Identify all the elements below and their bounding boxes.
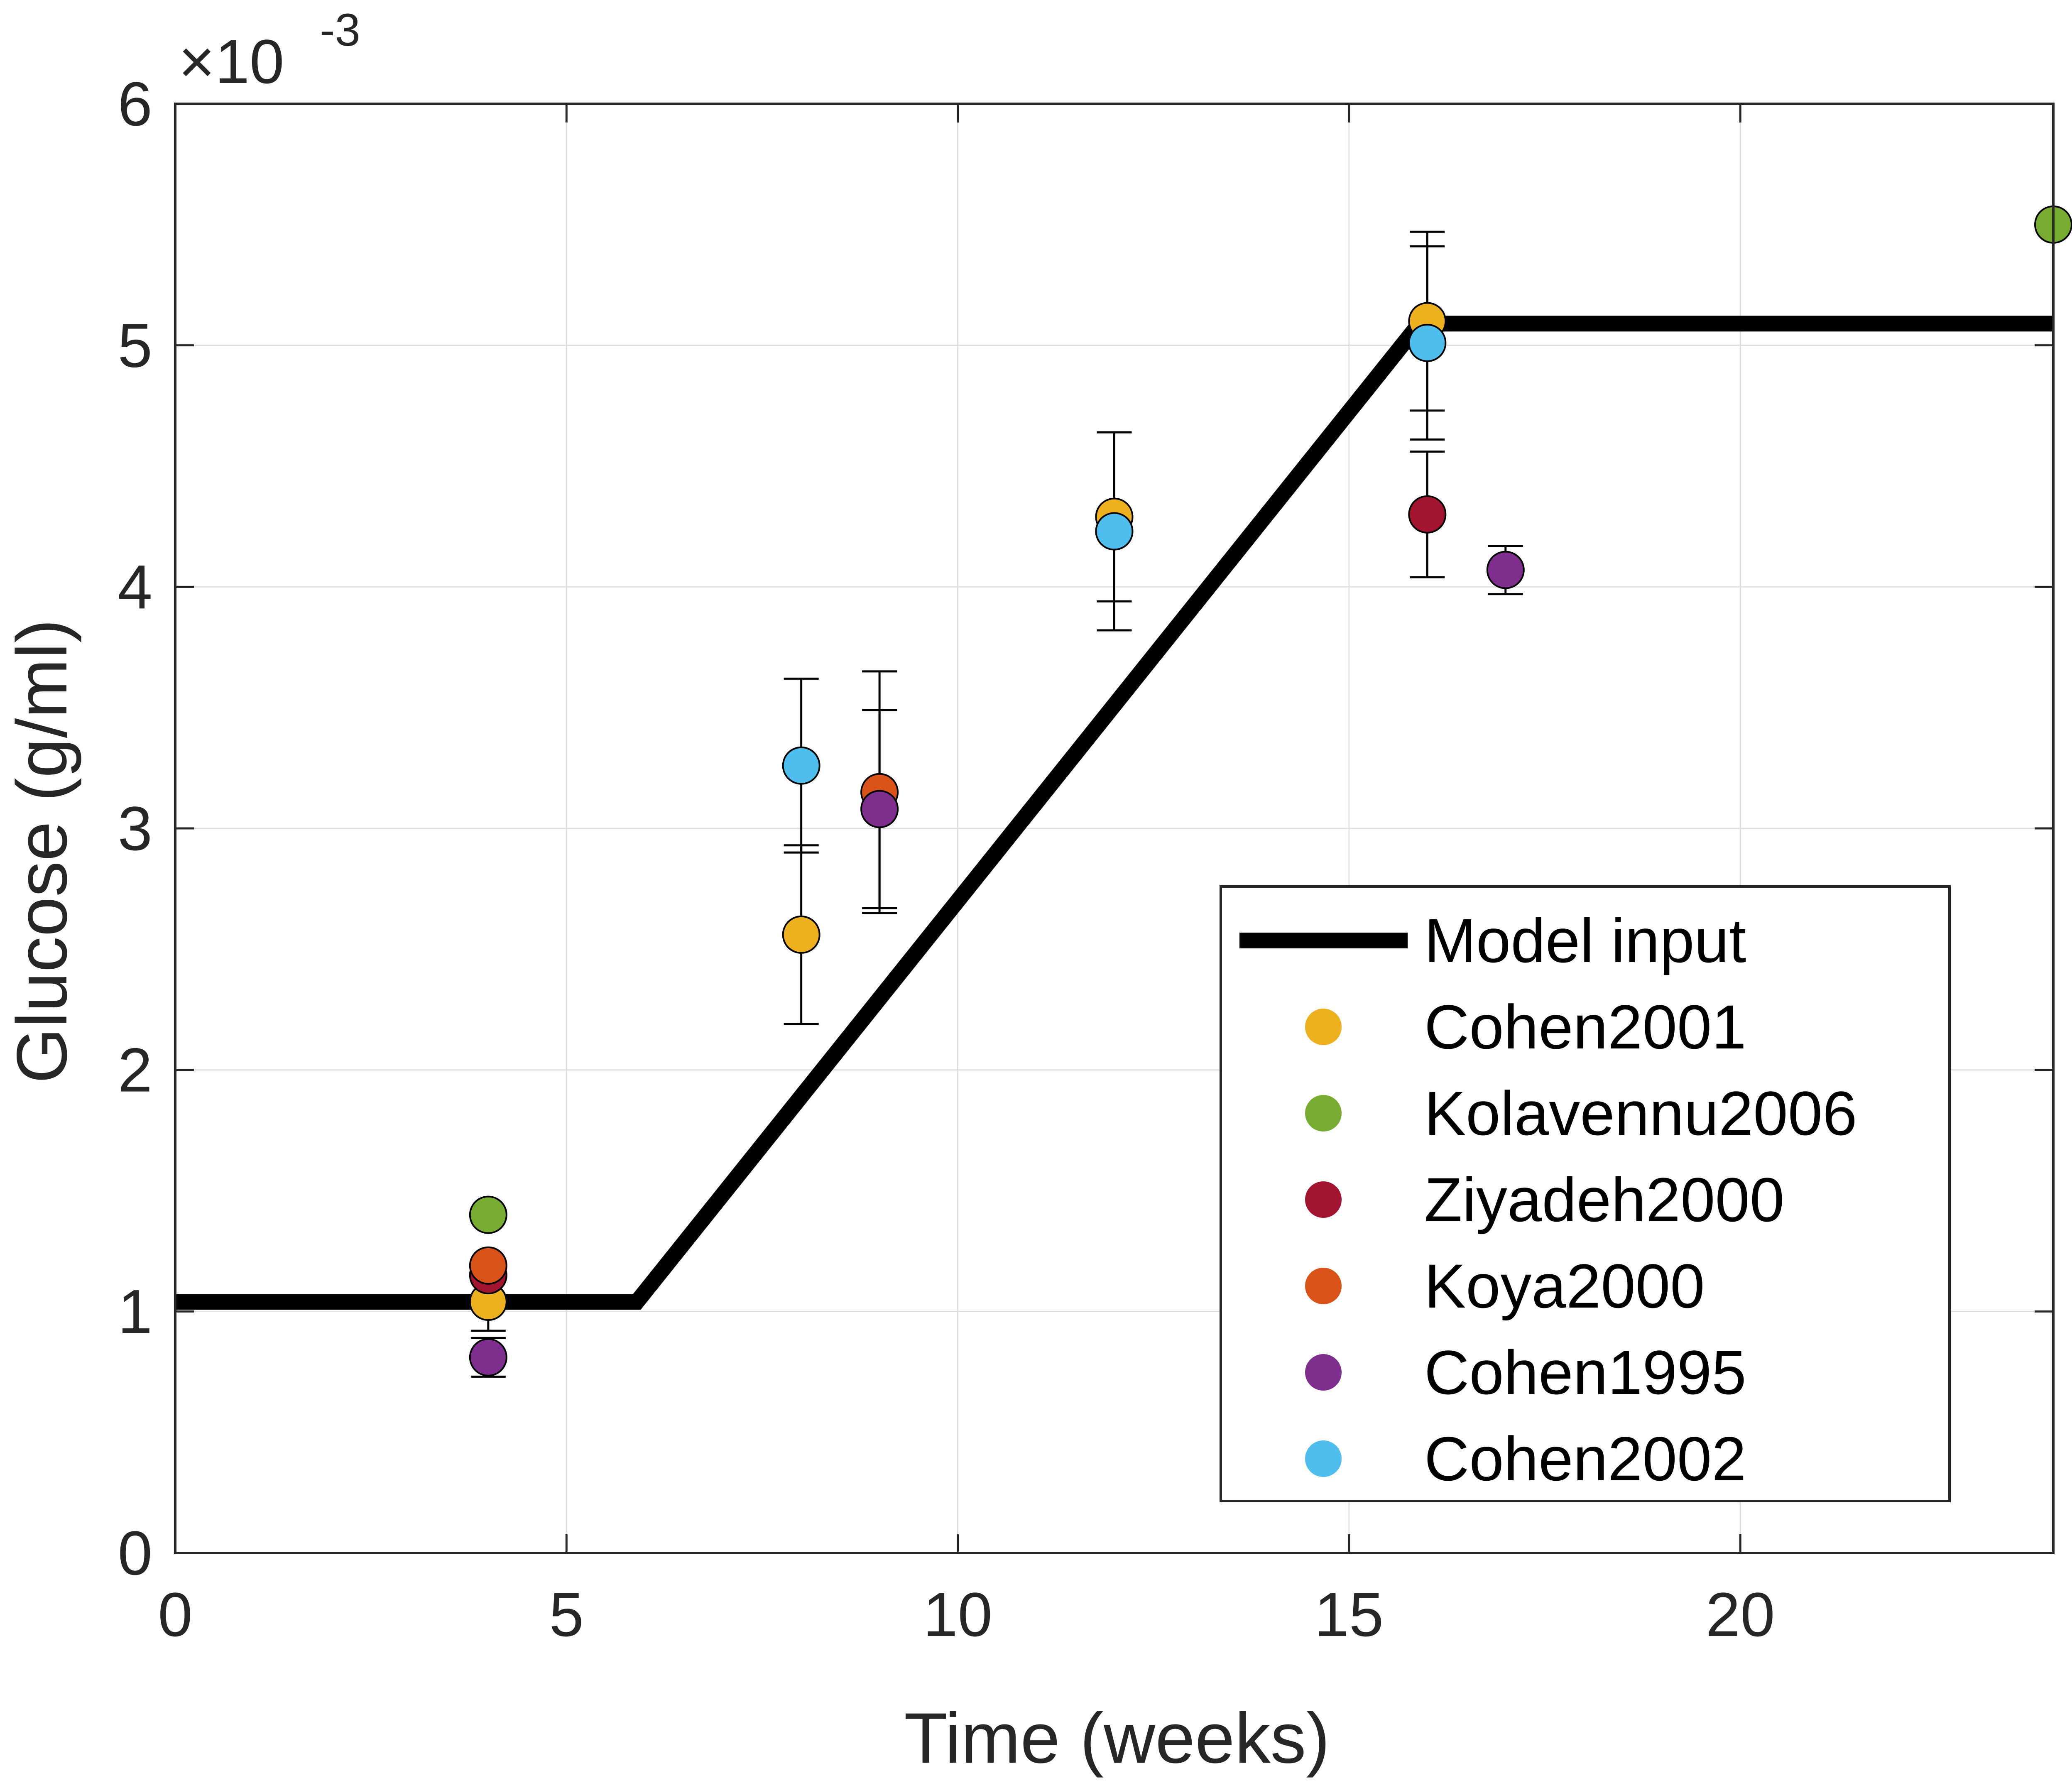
model-input-line [175,316,2053,1310]
data-point-ziyadeh2000 [1408,495,1447,534]
data-point-cohen2001 [782,915,820,954]
y-tick-label: 1 [118,1276,152,1346]
tick-marks [174,103,2053,1554]
data-point-layer [469,205,2072,1376]
data-point-cohen2002 [1408,323,1447,362]
data-point-cohen1995 [469,1338,507,1376]
data-point-cohen1995 [860,790,899,828]
y-tick-label: 5 [118,311,152,380]
x-tick-label: 10 [923,1580,992,1649]
x-tick-label: 0 [158,1580,192,1649]
legend-label-kolavennu2006: Kolavennu2006 [1424,1078,1857,1148]
legend-label-ziyadeh2000: Ziyadeh2000 [1424,1165,1784,1234]
legend-label-cohen1995: Cohen1995 [1424,1337,1746,1407]
y-multiplier-base: ×10 [179,27,284,96]
model-line-layer [175,316,2053,1310]
x-tick-label: 5 [549,1580,584,1649]
legend-swatch-kolavennu2006 [1305,1095,1342,1132]
x-axis-label: Time (weeks) [904,1698,1330,1778]
legend-box [1220,885,1951,1502]
legend-label-cohen2001: Cohen2001 [1424,992,1746,1062]
legend-swatch-cohen2001 [1305,1009,1342,1045]
data-point-kolavennu2006 [469,1195,507,1234]
x-tick-label: 15 [1314,1580,1384,1649]
x-tick-label: 20 [1706,1580,1775,1649]
data-point-cohen2002 [1095,512,1134,551]
data-point-koya2000 [469,1246,507,1285]
legend-label-cohen2002: Cohen2002 [1424,1424,1746,1494]
y-tick-label: 0 [118,1518,152,1588]
y-axis-label: Glucose (g/ml) [2,619,82,1083]
y-tick-label: 2 [118,1035,152,1105]
legend-swatch-cohen1995 [1305,1354,1342,1391]
y-tick-label: 6 [118,69,152,139]
data-point-cohen2002 [782,746,820,785]
y-multiplier-exponent: -3 [320,5,360,56]
legend: Model input Cohen2001 Kolavennu2006 Ziyadeh… [1220,885,1951,1502]
legend-swatch-cohen2002 [1305,1440,1342,1477]
y-tick-label: 4 [118,552,152,622]
legend-label-model-input: Model input [1424,906,1746,975]
y-tick-labels: 0 1 2 3 4 5 6 [118,69,152,1588]
legend-label-koya2000: Koya2000 [1424,1251,1705,1321]
data-point-cohen1995 [1486,551,1525,589]
legend-swatch-ziyadeh2000 [1305,1181,1342,1218]
legend-swatch-koya2000 [1305,1268,1342,1304]
x-tick-labels: 0 5 10 15 20 [158,1580,1775,1649]
y-tick-label: 3 [118,794,152,863]
